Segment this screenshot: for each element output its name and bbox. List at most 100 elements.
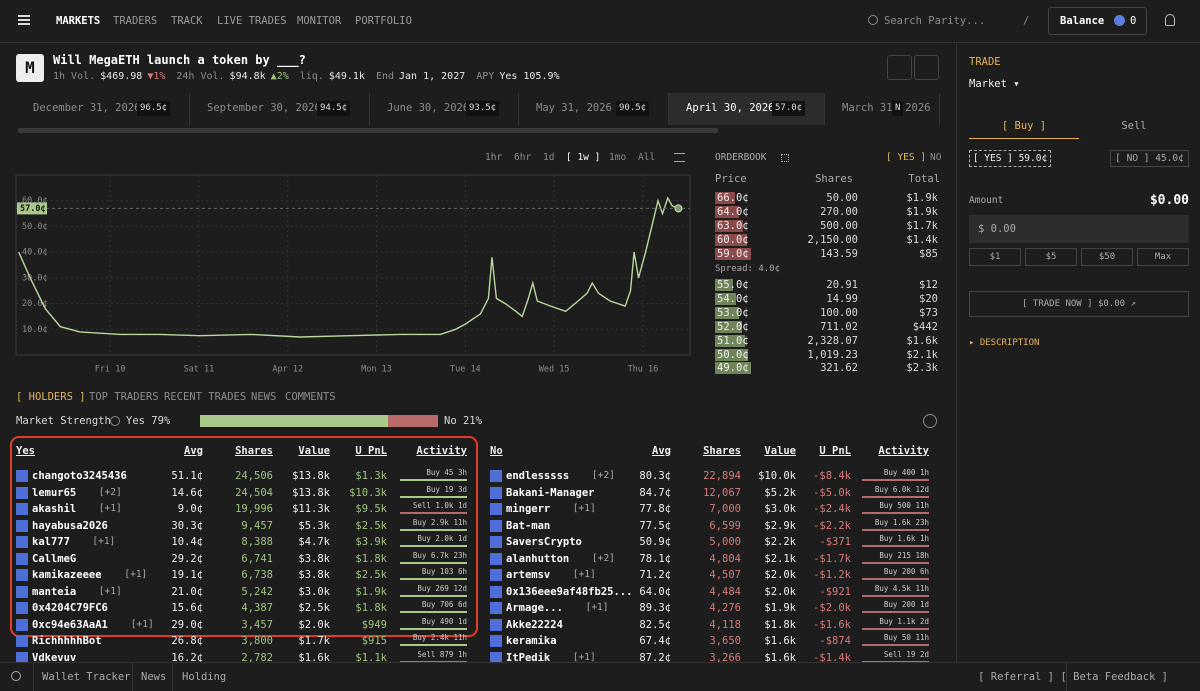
range-button[interactable]: 1hr (485, 152, 503, 163)
sell-tab[interactable]: Sell (1121, 120, 1147, 132)
table-header[interactable]: Shares (703, 445, 741, 457)
table-header[interactable]: Value (764, 445, 796, 457)
bookmark-button[interactable] (887, 55, 912, 80)
table-header[interactable]: U PnL (355, 445, 387, 457)
holder-name[interactable]: alanhutton (506, 552, 570, 565)
trade-mode[interactable]: Market ▾ (969, 78, 1020, 90)
holder-name[interactable]: hayabusa2026 (32, 519, 108, 532)
table-header[interactable]: Activity (416, 445, 467, 457)
quick-amount[interactable]: $5 (1025, 248, 1077, 266)
holder-name[interactable]: kamikazeeee (32, 569, 102, 581)
holder-name[interactable]: RichhhhhBot (32, 635, 102, 647)
section-tab[interactable]: RECENT TRADES (164, 391, 247, 403)
holder-name[interactable]: Akke22224 (506, 618, 563, 631)
profile-icon[interactable] (1165, 14, 1175, 26)
section-tab[interactable]: TOP TRADERS (89, 391, 159, 403)
holder-name[interactable]: 0xc94e63AaA1 (32, 618, 108, 631)
footer-icon[interactable] (11, 671, 21, 681)
date-tab[interactable]: September 30, 2026 94.5¢ (190, 93, 370, 125)
orderbook-expand[interactable] (781, 154, 789, 162)
table-header[interactable]: No (490, 445, 503, 457)
activity: Buy 706 6d (421, 600, 467, 609)
holder-name[interactable]: ItPedik (506, 651, 551, 664)
holder-name[interactable]: changoto3245436 (32, 470, 127, 482)
footer-link[interactable]: News (141, 671, 167, 683)
nav-item[interactable]: MARKETS (56, 15, 101, 27)
section-tab[interactable]: NEWS (251, 391, 277, 403)
stat: 1h Vol. (53, 71, 96, 82)
activity-bar (862, 594, 929, 597)
search[interactable]: Search Parity... (884, 15, 986, 27)
holder-name[interactable]: 0x136eee9af48fb25... (506, 585, 633, 598)
collapse-button[interactable] (923, 414, 937, 428)
amount-input[interactable]: $ 0.00 (969, 215, 1189, 243)
nav-item[interactable]: TRACK (171, 15, 203, 27)
table-header[interactable]: Yes (16, 445, 35, 457)
holder-name[interactable]: manteia (32, 585, 77, 598)
holder-name[interactable]: akashil (32, 503, 77, 515)
orderbook-shares: 2,328.07 (807, 334, 858, 347)
holder-name[interactable]: endlesssss (506, 470, 570, 482)
section-tab[interactable]: COMMENTS (285, 391, 336, 403)
footer-link[interactable]: [ Beta Feedback ] (1060, 671, 1168, 683)
description-toggle[interactable]: ▸ DESCRIPTION (969, 338, 1040, 348)
holder-name[interactable]: kal777 (32, 536, 70, 548)
holder-name[interactable]: Armage... (506, 602, 563, 614)
amount-value: $0.00 (1149, 193, 1189, 208)
holder-name[interactable]: Bat-man (506, 519, 551, 532)
balance-button[interactable] (1048, 7, 1147, 35)
orderbook-no[interactable]: NO (930, 152, 942, 163)
date-tab[interactable]: June 30, 2026 93.5¢ (370, 93, 519, 125)
table-header[interactable]: Activity (878, 445, 929, 457)
yes-button[interactable]: [ YES ] 59.0¢ (969, 150, 1051, 167)
nav-item[interactable]: TRADERS (113, 15, 158, 27)
date-tab[interactable]: December 31, 2026 96.5¢ (16, 93, 190, 125)
buy-tab[interactable]: [ Buy ] (969, 115, 1079, 139)
holder-name[interactable]: Vdkevuv (32, 651, 77, 664)
footer-link[interactable]: Holding (182, 671, 227, 683)
orderbook-price: 49.0¢ (717, 362, 749, 375)
nav-item[interactable]: LIVE TRADES (217, 15, 287, 27)
table-header[interactable]: Avg (184, 445, 203, 457)
nav-item[interactable]: PORTFOLIO (355, 15, 412, 27)
holder-name[interactable]: keramika (506, 635, 557, 647)
menu-icon[interactable] (18, 15, 30, 25)
date-tab[interactable]: May 31, 2026 90.5¢ (519, 93, 669, 125)
trade-now[interactable]: [ TRADE NOW ] $0.00 ↗ (969, 291, 1189, 317)
table-header[interactable]: Avg (652, 445, 671, 457)
range-button[interactable]: 1mo (609, 152, 627, 163)
pnl: -$1.4k (813, 651, 851, 664)
range-button[interactable]: 1d (543, 152, 555, 163)
range-button[interactable]: 6hr (514, 152, 532, 163)
section-tab[interactable]: [ HOLDERS ] (16, 391, 86, 403)
holder-name[interactable]: SaversCrypto (506, 536, 582, 548)
date-tab[interactable]: March 31, 2026 N (825, 93, 940, 125)
date-tab[interactable]: April 30, 2026 57.0¢ (669, 93, 825, 125)
holder-name[interactable]: mingerr (506, 503, 551, 515)
value: $2.0k (764, 585, 796, 598)
footer-link[interactable]: [ Referral ] (978, 671, 1054, 683)
date-tab-price: N (892, 101, 904, 116)
nav-border (0, 42, 1200, 43)
table-header[interactable]: Shares (235, 445, 273, 457)
holder-name[interactable]: CallmeG (32, 552, 77, 565)
chart-settings[interactable] (674, 153, 685, 162)
table-header[interactable]: U PnL (819, 445, 851, 457)
quick-amount[interactable]: $1 (969, 248, 1021, 266)
no-button[interactable]: [ NO ] 45.0¢ (1110, 150, 1189, 167)
range-button[interactable]: All (638, 152, 656, 163)
quick-amount[interactable]: Max (1137, 248, 1189, 266)
quick-amount[interactable]: $50 (1081, 248, 1133, 266)
strength-info (110, 416, 120, 426)
range-button[interactable]: [ 1w ] (566, 152, 601, 163)
orderbook-yes[interactable]: [ YES ] (886, 152, 927, 163)
holder-name[interactable]: 0x4204C79FC6 (32, 602, 108, 614)
holder-name[interactable]: lemur65 (32, 486, 77, 499)
table-header[interactable]: Value (298, 445, 330, 457)
holder-name[interactable]: artemsv (506, 569, 551, 581)
orderbook-price: 53.0¢ (717, 306, 749, 319)
footer-link[interactable]: Wallet Tracker (42, 671, 131, 683)
link-button[interactable] (914, 55, 939, 80)
holder-name[interactable]: Bakani-Manager (506, 486, 595, 499)
nav-item[interactable]: MONITOR (297, 15, 342, 27)
